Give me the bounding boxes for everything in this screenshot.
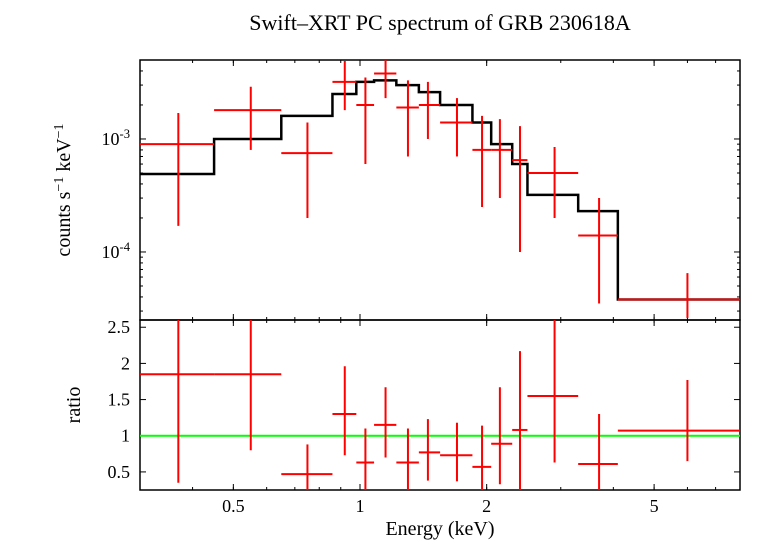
x-tick-label: 1	[356, 496, 365, 516]
x-tick-label: 2	[482, 496, 491, 516]
spectrum-chart: Swift–XRT PC spectrum of GRB 230618A 0.5 1…	[0, 0, 758, 556]
y-tick-label-top: 10-4	[102, 240, 131, 262]
top-panel-content	[140, 55, 740, 318]
y-axis-label-top: counts s−1 keV−1	[52, 123, 76, 256]
bottom-panel-content	[140, 255, 740, 499]
x-tick-label: 5	[650, 496, 659, 516]
y-tick-label-bottom: 0.5	[108, 462, 131, 482]
x-axis-label: Energy (keV)	[385, 518, 494, 540]
chart-title: Swift–XRT PC spectrum of GRB 230618A	[249, 10, 631, 35]
bottom-panel-frame	[140, 320, 740, 490]
y-tick-label-bottom: 2	[121, 353, 130, 373]
y-tick-label-bottom: 2.5	[108, 317, 131, 337]
y-tick-label-bottom: 1	[121, 426, 130, 446]
y-tick-label-top: 10-3	[102, 127, 131, 149]
model-step-line	[140, 80, 740, 299]
y-tick-label-bottom: 1.5	[108, 390, 131, 410]
y-axis-label-bottom: ratio	[63, 387, 85, 424]
x-tick-label: 0.5	[222, 496, 245, 516]
